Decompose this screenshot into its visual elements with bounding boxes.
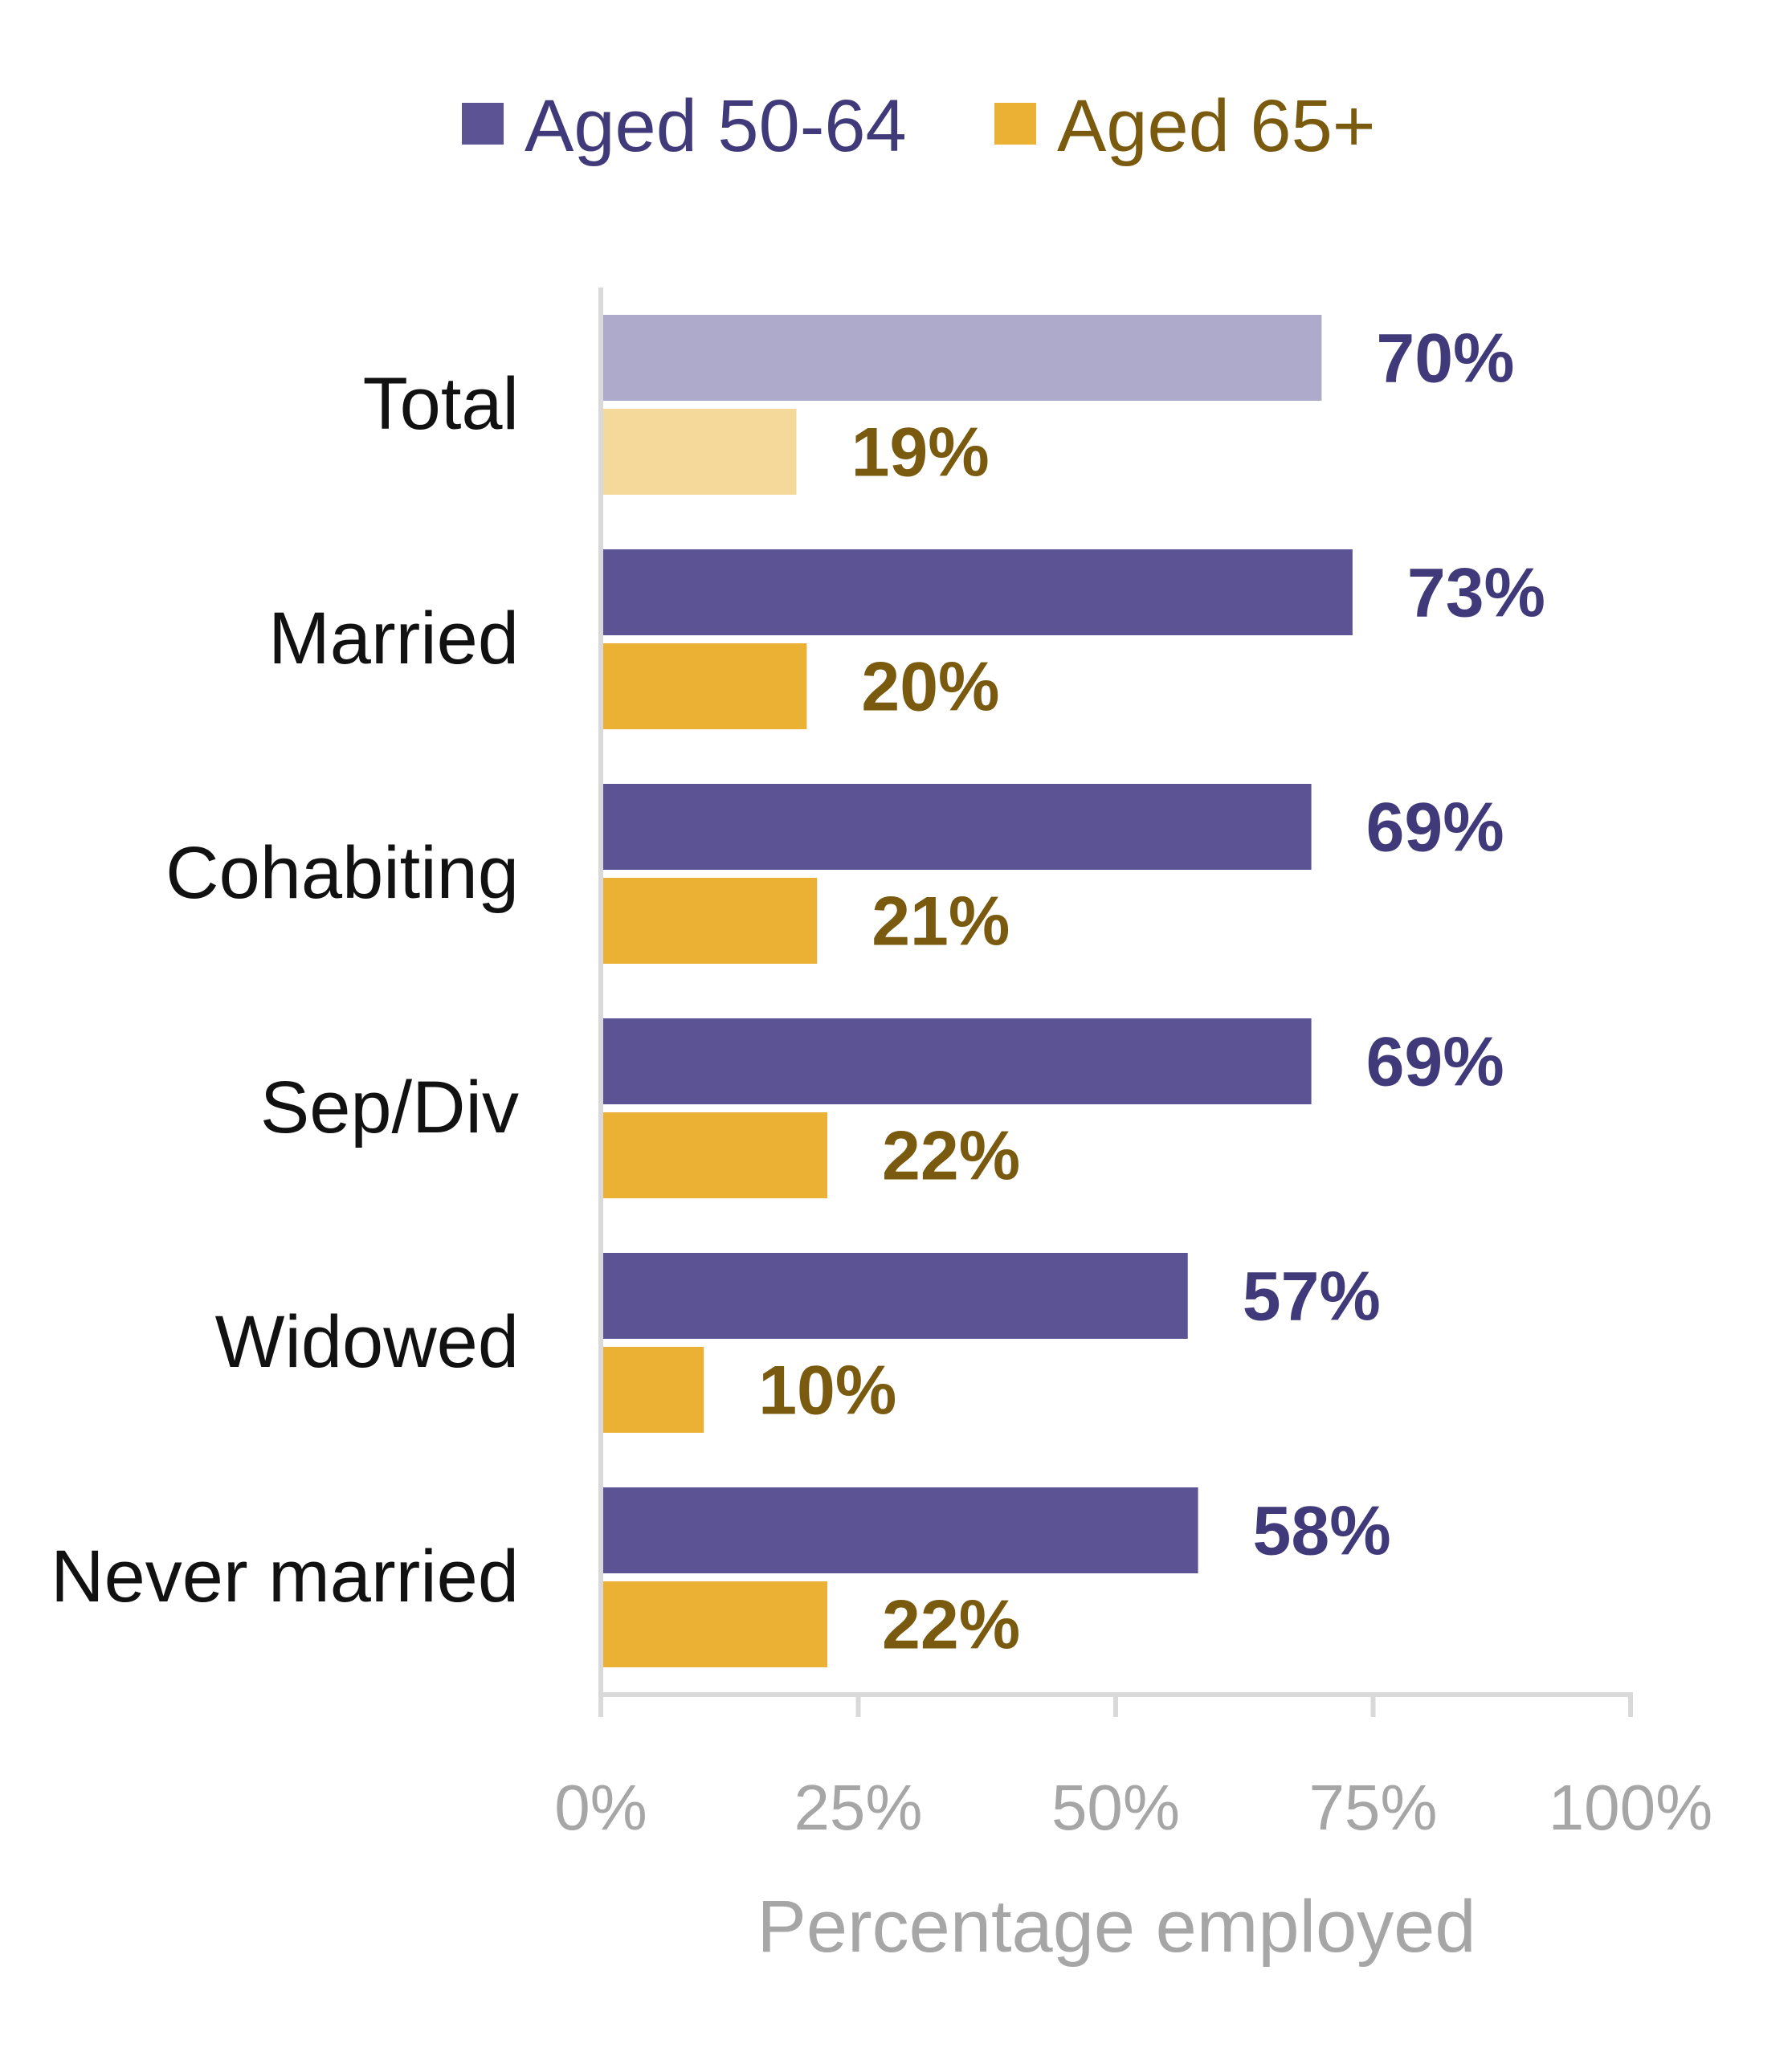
data-label: 73%	[1407, 555, 1545, 632]
x-tick-label: 50%	[1051, 1772, 1180, 1843]
bar	[601, 409, 797, 495]
legend-label: Aged 50-64	[525, 85, 907, 167]
category-label: Married	[268, 598, 519, 679]
legend-swatch-aged-50-64	[462, 103, 504, 145]
bar	[601, 878, 818, 964]
data-labels-group: 70% 19% 73% 20% 69% 21% 69% 22% 57% 10% 58% 22%	[758, 320, 1545, 1664]
category-label: Total	[363, 363, 519, 445]
bar	[601, 1581, 828, 1667]
bars-group	[601, 315, 1353, 1667]
data-label: 22%	[882, 1587, 1020, 1664]
category-labels-group: Total Married Cohabiting Sep/Div Widowed Neve…	[51, 363, 519, 1617]
bar	[601, 1487, 1198, 1573]
x-tick-label: 100%	[1549, 1772, 1713, 1843]
category-label: Widowed	[215, 1301, 519, 1383]
category-label: Never married	[51, 1536, 519, 1617]
bar	[601, 1112, 828, 1198]
bar	[601, 1018, 1312, 1104]
x-tick-label: 0%	[554, 1772, 647, 1843]
bar	[601, 643, 807, 729]
category-label: Sep/Div	[260, 1067, 519, 1148]
bar	[601, 549, 1353, 635]
bar	[601, 1253, 1188, 1339]
legend-swatch-aged-65-plus	[994, 103, 1036, 145]
data-label: 57%	[1243, 1258, 1381, 1336]
x-axis-title: Percentage employed	[757, 1886, 1476, 1968]
bar	[601, 784, 1312, 870]
x-tick-label: 75%	[1308, 1772, 1437, 1843]
data-label: 58%	[1253, 1493, 1391, 1570]
bar	[601, 315, 1322, 401]
legend-label: Aged 65+	[1057, 85, 1375, 167]
data-label: 21%	[872, 883, 1010, 961]
axes-group: 0% 25% 50% 75% 100%	[554, 288, 1712, 1843]
x-tick-label: 25%	[794, 1772, 922, 1843]
bar	[601, 1347, 704, 1433]
data-label: 10%	[758, 1352, 896, 1430]
data-label: 69%	[1366, 1024, 1504, 1101]
data-label: 70%	[1376, 320, 1514, 398]
data-label: 69%	[1366, 789, 1504, 867]
data-label: 19%	[851, 414, 990, 492]
data-label: 20%	[861, 649, 999, 726]
data-label: 22%	[882, 1118, 1020, 1195]
category-label: Cohabiting	[165, 832, 519, 914]
legend: Aged 50-64 Aged 65+	[462, 85, 1375, 167]
